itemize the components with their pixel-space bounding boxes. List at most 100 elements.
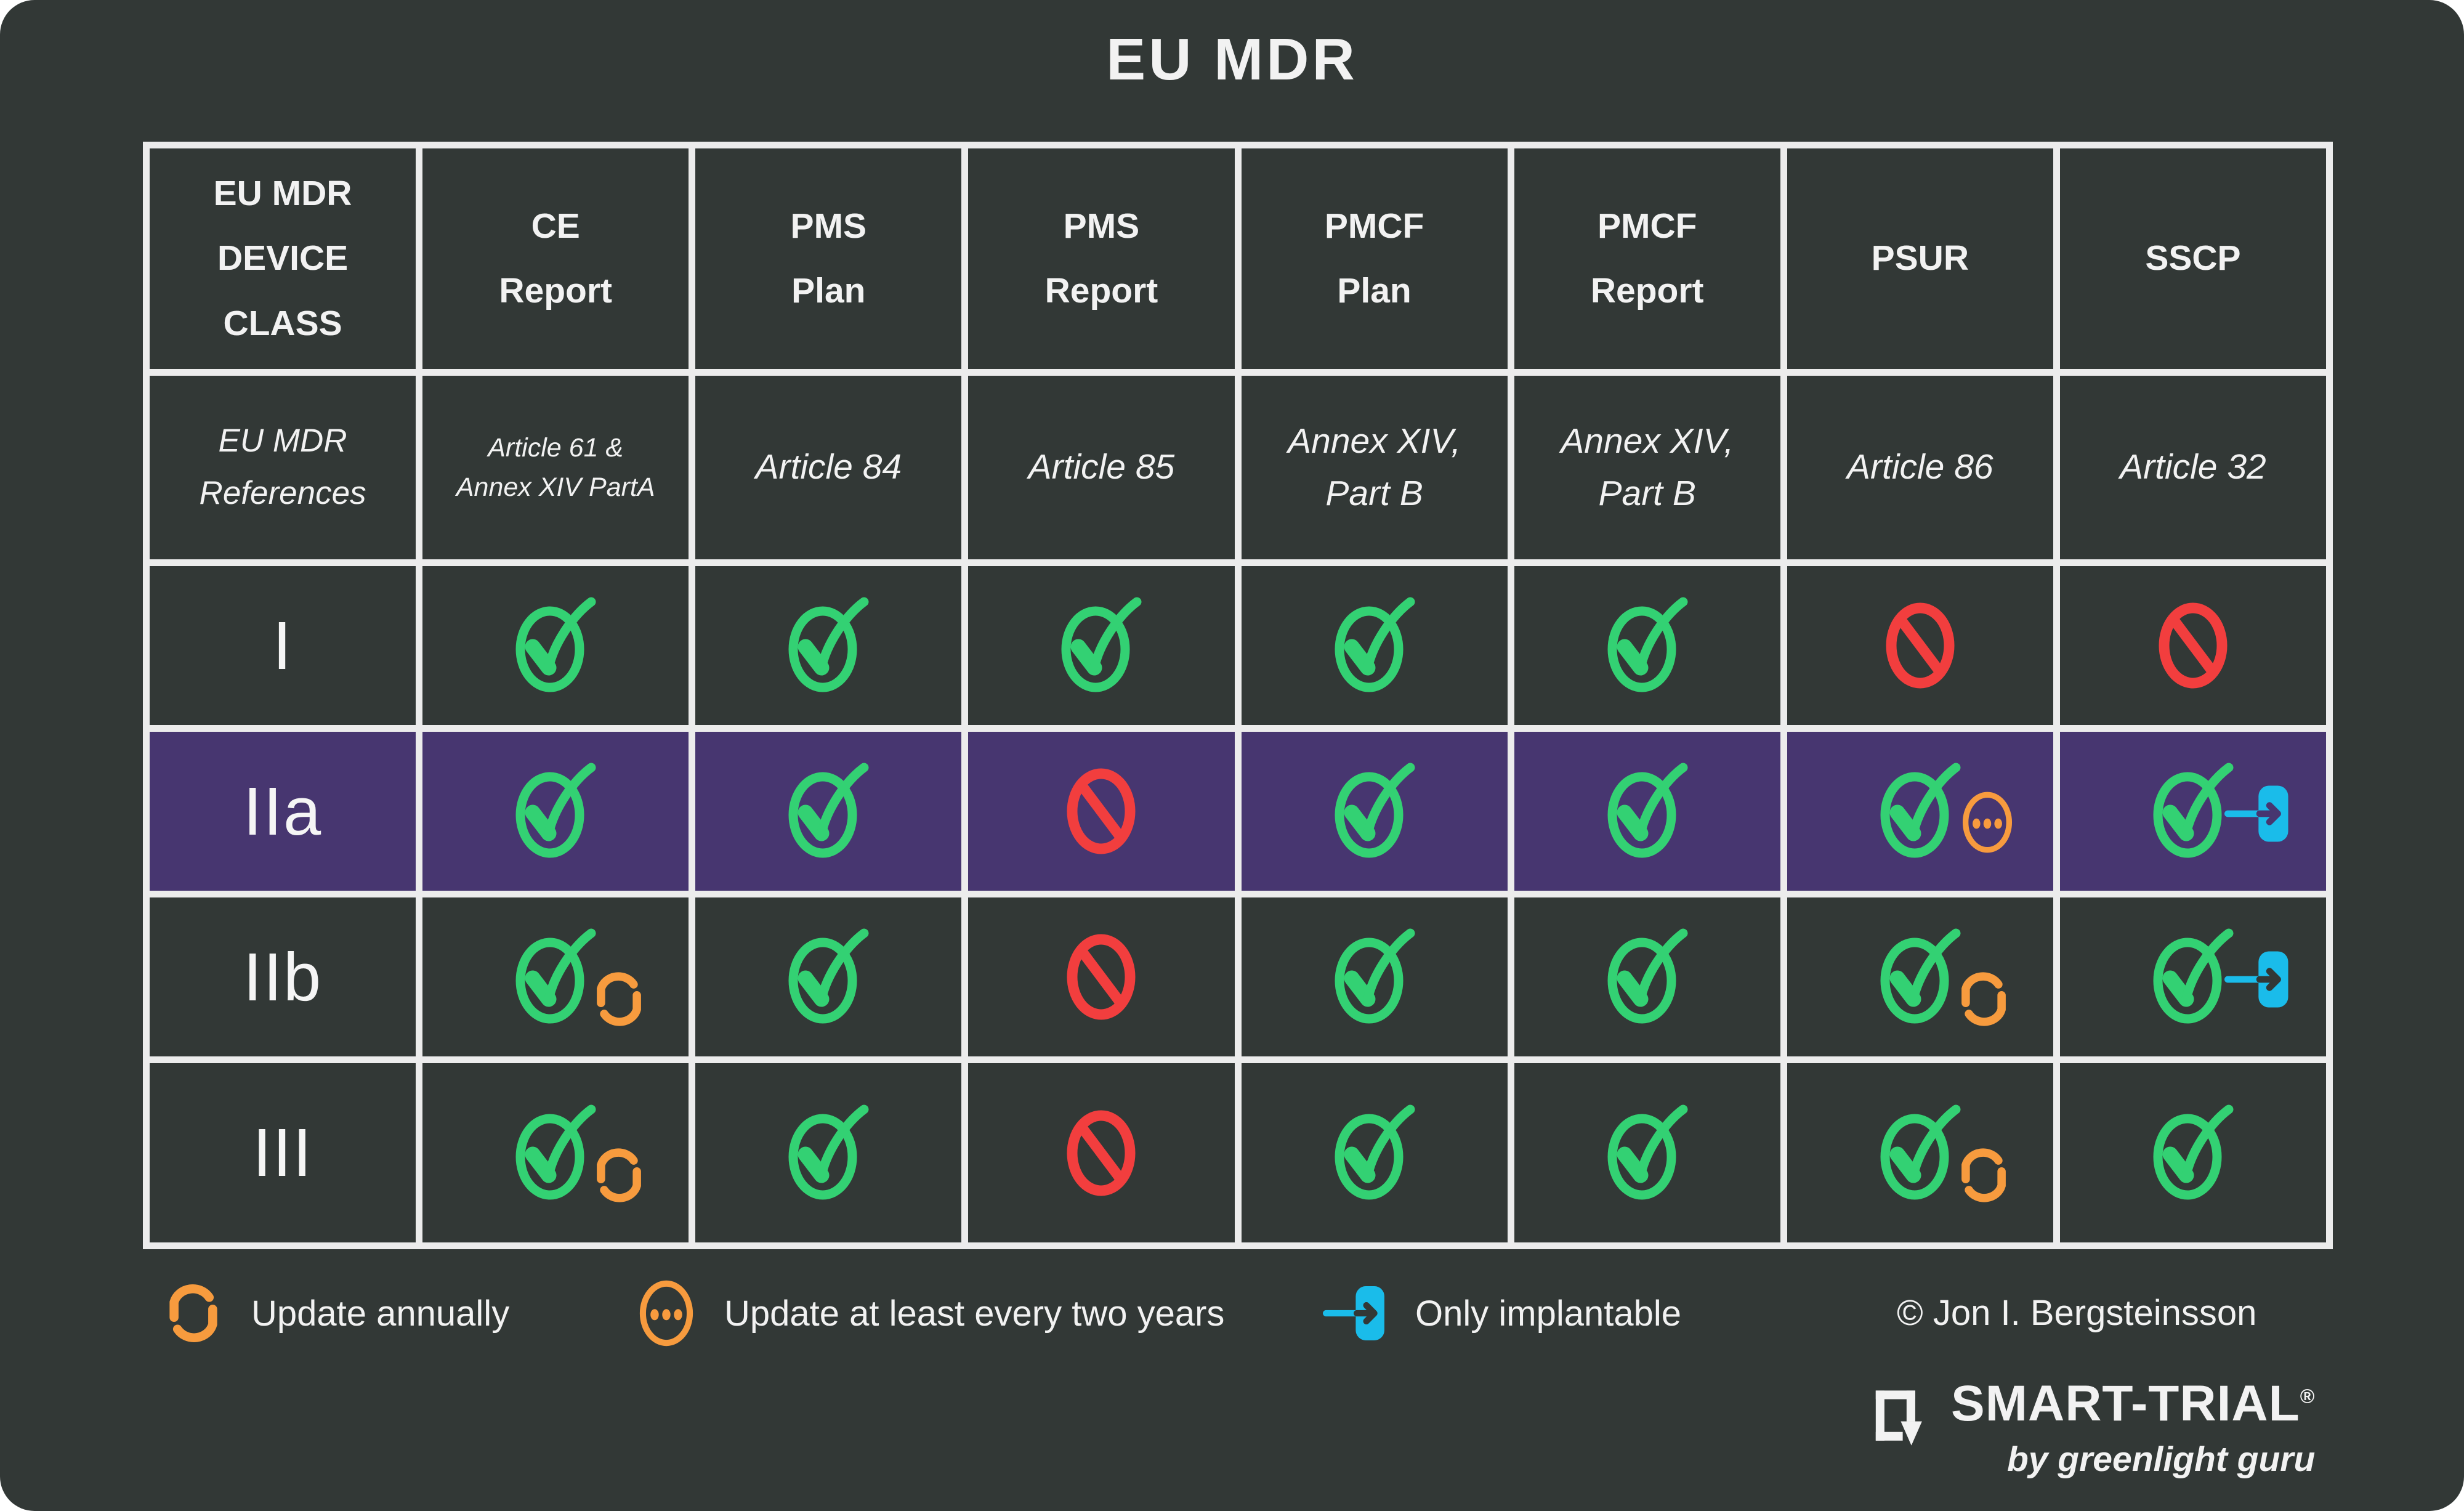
status-icon-wrap [1055, 922, 1147, 1032]
reference-pms-plan: Article 84 [695, 376, 962, 559]
requirements-table: EU MDR DEVICE CLASS CE Report PMS Plan PMS … [143, 142, 2333, 1249]
device-class-i: I [150, 566, 416, 725]
column-header-pmcf-plan: PMCF Plan [1241, 148, 1508, 369]
implantable-icon [2224, 944, 2296, 1015]
cell-iia-pmcf-report [1514, 732, 1780, 891]
column-header-sscp: SSCP [2059, 148, 2326, 369]
status-icon-wrap [1328, 922, 1421, 1032]
smart-trial-logo: SMART-TRIAL® by greenlight guru [1871, 1375, 2315, 1480]
check-icon [788, 597, 869, 692]
cell-i-psur [1787, 566, 2053, 725]
status-icon-wrap [782, 1098, 875, 1209]
column-header-pmcf-report: PMCF Report [1514, 148, 1780, 369]
device-class-iia: IIa [150, 732, 416, 891]
check-icon [1607, 928, 1688, 1024]
reference-psur: Article 86 [1787, 376, 2053, 559]
implantable-icon [2224, 778, 2296, 849]
status-icon-wrap [1328, 756, 1421, 867]
column-header-ce-report: CE Report [422, 148, 689, 369]
status-icon-wrap [1055, 590, 1147, 701]
prohibited-icon [2159, 602, 2228, 689]
status-icon-wrap [1055, 756, 1147, 867]
status-icon-wrap [1328, 590, 1421, 701]
legend-label-only-implantable: Only implantable [1415, 1293, 1681, 1334]
check-icon [1607, 1104, 1688, 1199]
legend: Update annually Update at least every tw… [0, 1270, 2464, 1356]
refresh-icon [587, 967, 651, 1031]
legend-label-update-annually: Update annually [251, 1293, 510, 1334]
status-icon-wrap [1601, 756, 1694, 867]
check-icon [515, 763, 596, 858]
reference-ce-report: Article 61 & Annex XIV PartA [422, 376, 689, 559]
check-icon [515, 1104, 596, 1199]
legend-item-only-implantable: Only implantable [1323, 1270, 1681, 1356]
cell-iii-psur [1787, 1063, 2053, 1242]
cell-iib-sscp [2059, 897, 2326, 1056]
check-icon [1607, 763, 1688, 858]
status-icon-wrap [2147, 590, 2239, 701]
prohibited-icon [1067, 934, 1136, 1020]
prohibited-icon [1067, 1110, 1136, 1196]
cell-iia-pms-plan [695, 732, 962, 891]
status-icon-wrap [509, 922, 642, 1032]
cell-i-sscp [2059, 566, 2326, 725]
check-icon [515, 928, 596, 1024]
refresh-icon [159, 1279, 228, 1348]
smart-trial-logo-icon [1871, 1377, 1924, 1459]
cell-iib-pms-plan [695, 897, 962, 1056]
cell-iii-sscp [2059, 1063, 2326, 1242]
status-icon-wrap [1601, 590, 1694, 701]
check-icon [1335, 1104, 1415, 1199]
status-icon-wrap [509, 590, 602, 701]
column-header-pms-plan: PMS Plan [695, 148, 962, 369]
cell-iib-ce-report [422, 897, 689, 1056]
cell-iib-pmcf-plan [1241, 897, 1508, 1056]
check-icon [1061, 597, 1142, 692]
cell-iii-pms-report [968, 1063, 1235, 1242]
cell-i-pms-report [968, 566, 1235, 725]
status-icon-wrap [1601, 1098, 1694, 1209]
cell-iib-pms-report [968, 897, 1235, 1056]
page-title: EU MDR [1106, 26, 1358, 92]
check-icon [788, 1104, 869, 1199]
ellipsis-circle-icon [1955, 790, 2019, 854]
status-icon-wrap [1328, 1098, 1421, 1209]
cell-iib-pmcf-report [1514, 897, 1780, 1056]
smart-trial-wordmark: SMART-TRIAL® [1951, 1375, 2316, 1432]
check-icon [1880, 763, 1961, 858]
status-icon-wrap [1874, 922, 2006, 1032]
smart-trial-logo-text: SMART-TRIAL® by greenlight guru [1951, 1375, 2315, 1480]
cell-iia-sscp [2059, 732, 2326, 891]
reference-pmcf-report: Annex XIV, Part B [1514, 376, 1780, 559]
cell-i-pms-plan [695, 566, 962, 725]
reference-label: EU MDR References [150, 376, 416, 559]
status-icon-wrap [509, 756, 602, 867]
status-icon-wrap [1874, 590, 1966, 701]
check-icon [2153, 928, 2234, 1024]
status-icon-wrap [782, 756, 875, 867]
cell-iib-psur [1787, 897, 2053, 1056]
check-icon [1335, 763, 1415, 858]
check-icon [1335, 928, 1415, 1024]
ellipsis-circle-icon [632, 1279, 701, 1348]
registered-mark: ® [2300, 1385, 2316, 1408]
prohibited-icon [1886, 602, 1955, 689]
reference-pmcf-plan: Annex XIV, Part B [1241, 376, 1508, 559]
check-icon [1335, 597, 1415, 692]
cell-iia-pmcf-plan [1241, 732, 1508, 891]
check-icon [1880, 1104, 1961, 1199]
status-icon-wrap [509, 1098, 642, 1209]
reference-sscp: Article 32 [2059, 376, 2326, 559]
copyright: © Jon I. Bergsteinsson [1897, 1293, 2257, 1333]
status-icon-wrap [782, 922, 875, 1032]
status-icon-wrap [2147, 756, 2288, 867]
cell-iii-pmcf-plan [1241, 1063, 1508, 1242]
column-header-pms-report: PMS Report [968, 148, 1235, 369]
cell-iii-pmcf-report [1514, 1063, 1780, 1242]
smart-trial-tagline: by greenlight guru [2006, 1440, 2316, 1479]
check-icon [2153, 763, 2234, 858]
refresh-icon [1952, 967, 2016, 1031]
cell-iia-pms-report [968, 732, 1235, 891]
